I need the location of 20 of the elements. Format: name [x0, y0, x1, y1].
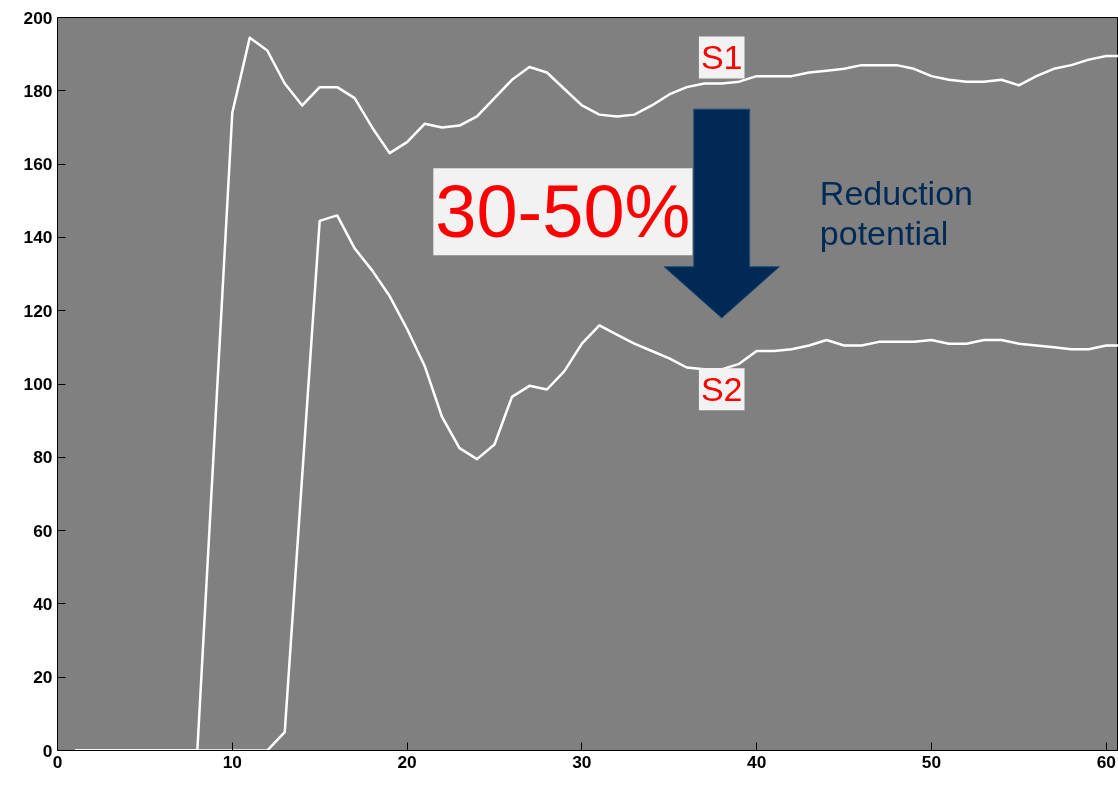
- y-tick-label: 60: [33, 520, 53, 541]
- y-tick-label: 100: [23, 374, 53, 394]
- x-tick-label: 60: [1096, 751, 1116, 772]
- y-tick-label: 80: [33, 447, 53, 468]
- y-tick-label: 200: [23, 7, 53, 28]
- annotation: Reduction potential: [819, 174, 973, 253]
- annotation: S1: [700, 38, 743, 77]
- x-tick-label: 10: [222, 751, 242, 772]
- y-tick-label: 20: [33, 667, 53, 688]
- y-tick-label: 140: [23, 227, 53, 248]
- annotation: S2: [700, 370, 743, 409]
- x-tick-label: 50: [921, 751, 942, 772]
- annotation: 30-50%: [435, 170, 691, 254]
- y-tick-label: 40: [33, 593, 53, 614]
- x-tick-label: 40: [747, 751, 767, 772]
- x-tick-label: 20: [397, 751, 417, 772]
- y-tick-label: 120: [23, 300, 53, 321]
- y-tick-label: 160: [23, 154, 53, 175]
- y-tick-label: 180: [23, 80, 53, 101]
- x-tick-label: 30: [572, 751, 592, 772]
